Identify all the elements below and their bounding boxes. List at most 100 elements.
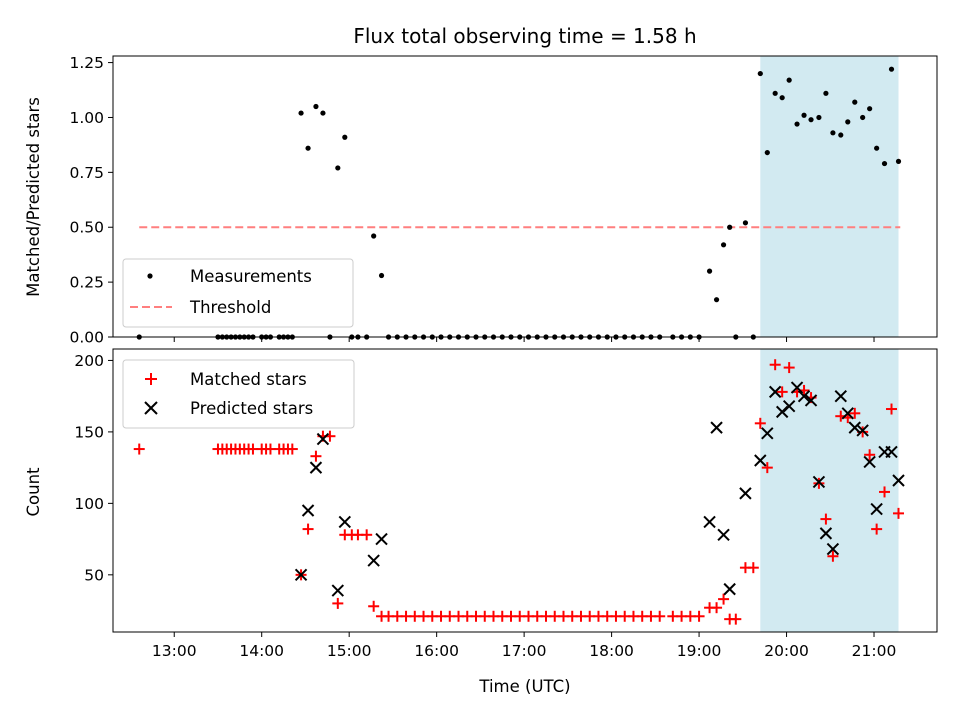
predicted-star-point (703, 515, 716, 529)
matched-star-point (820, 513, 832, 525)
predicted-star-stroke (841, 407, 854, 420)
predicted-star-stroke (717, 528, 730, 542)
bottom-y-tick-label: 100 (74, 495, 104, 513)
matched-star-point (769, 359, 781, 371)
matched-star-point (286, 443, 298, 455)
measurement-point (867, 106, 873, 112)
matched-star-point (310, 450, 322, 462)
predicted-star-point (761, 427, 774, 440)
matched-star-point (711, 602, 723, 614)
matched-star-point (761, 462, 773, 474)
x-tick-label: 17:00 (502, 642, 547, 660)
predicted-star-stroke (375, 532, 388, 546)
matched-star-point (693, 610, 705, 622)
bottom-legend: Matched stars Predicted stars (122, 359, 355, 429)
predicted-star-stroke (739, 487, 752, 500)
legend-marker-matched (145, 373, 157, 385)
measurement-point (378, 272, 385, 279)
matched-star-point (718, 593, 730, 605)
predicted-star-point (797, 389, 811, 403)
x-tick-label: 13:00 (152, 642, 197, 660)
predicted-star-point (826, 542, 840, 556)
measurement-point (720, 242, 727, 248)
predicted-star-point (710, 421, 723, 434)
matched-star-point (368, 600, 380, 612)
predicted-star-point (301, 504, 315, 517)
legend-label-threshold: Threshold (189, 298, 271, 317)
measurement-point (881, 160, 888, 167)
matched-star-point (864, 449, 876, 461)
predicted-star-point (885, 445, 898, 459)
predicted-star-stroke (812, 475, 826, 489)
predicted-star-stroke (790, 381, 804, 394)
predicted-star-point (367, 554, 380, 567)
measurement-point (371, 233, 377, 239)
predicted-star-stroke (723, 582, 736, 596)
predicted-star-stroke (316, 432, 330, 446)
x-tick-label: 21:00 (852, 642, 897, 660)
predicted-star-point (294, 568, 308, 582)
predicted-star-stroke (892, 474, 905, 487)
predicted-star-stroke (703, 515, 716, 529)
predicted-star-stroke (338, 515, 352, 529)
measurement-point (727, 224, 733, 230)
matched-star-point (332, 597, 344, 609)
matched-star-point (133, 443, 145, 455)
top-y-tick-label: 0.00 (69, 329, 104, 347)
matched-star-point (754, 417, 766, 429)
bottom-y-tick-label: 150 (74, 423, 104, 441)
predicted-star-point (754, 454, 767, 467)
predicted-star-stroke (819, 527, 833, 540)
measurement-point (313, 103, 319, 110)
predicted-star-point (309, 461, 323, 474)
predicted-star-stroke (856, 424, 869, 437)
measurement-point (742, 220, 749, 226)
predicted-star-stroke (870, 502, 883, 516)
predicted-star-point (870, 502, 883, 516)
matched-stars-series (133, 359, 905, 625)
x-tick-label: 20:00 (764, 642, 809, 660)
predicted-star-point (892, 474, 905, 487)
matched-star-point (654, 610, 666, 622)
measurement-point (801, 112, 807, 118)
measurement-point (779, 95, 785, 101)
matched-star-point (747, 562, 759, 574)
measurement-point (757, 70, 763, 77)
x-tick-label: 14:00 (239, 642, 284, 660)
predicted-star-stroke (754, 454, 767, 467)
top-y-axis-label: Matched/Predicted stars (24, 97, 43, 297)
legend-marker-measurements (147, 273, 153, 279)
x-tick-label: 19:00 (677, 642, 722, 660)
predicted-star-point (841, 407, 854, 420)
predicted-star-point (331, 584, 345, 597)
top-y-tick-label: 0.50 (69, 219, 104, 237)
predicted-star-stroke (885, 445, 898, 459)
top-y-tick-label: 0.25 (69, 274, 104, 292)
measurement-point (852, 99, 858, 105)
matched-star-point (302, 523, 314, 535)
matched-star-point (361, 529, 373, 541)
predicted-star-stroke (710, 421, 723, 434)
predicted-star-point (338, 515, 352, 529)
measurement-point (816, 114, 822, 121)
bottom-y-axis-label: Count (24, 467, 43, 517)
measurement-point (342, 134, 348, 140)
top-panel: 0.00 0.25 0.50 0.75 1.00 1.25 Matched/Predict… (24, 54, 938, 347)
predicted-star-point (863, 455, 876, 469)
matched-star-point (871, 523, 883, 535)
measurement-point (706, 268, 713, 274)
measurement-point (794, 121, 800, 127)
x-tick-label: 16:00 (414, 642, 459, 660)
matched-star-point (813, 477, 825, 489)
top-highlight-region (760, 56, 899, 337)
measurement-point (808, 117, 814, 123)
predicted-star-stroke (331, 584, 345, 597)
chart-title: Flux total observing time = 1.58 h (353, 24, 696, 48)
top-highlight-rect (760, 56, 899, 337)
measurement-point (895, 158, 902, 164)
top-legend: Measurements Threshold (122, 258, 354, 328)
top-x-ticks (173, 337, 875, 342)
measurement-point (823, 90, 829, 96)
predicted-star-stroke (834, 389, 847, 403)
